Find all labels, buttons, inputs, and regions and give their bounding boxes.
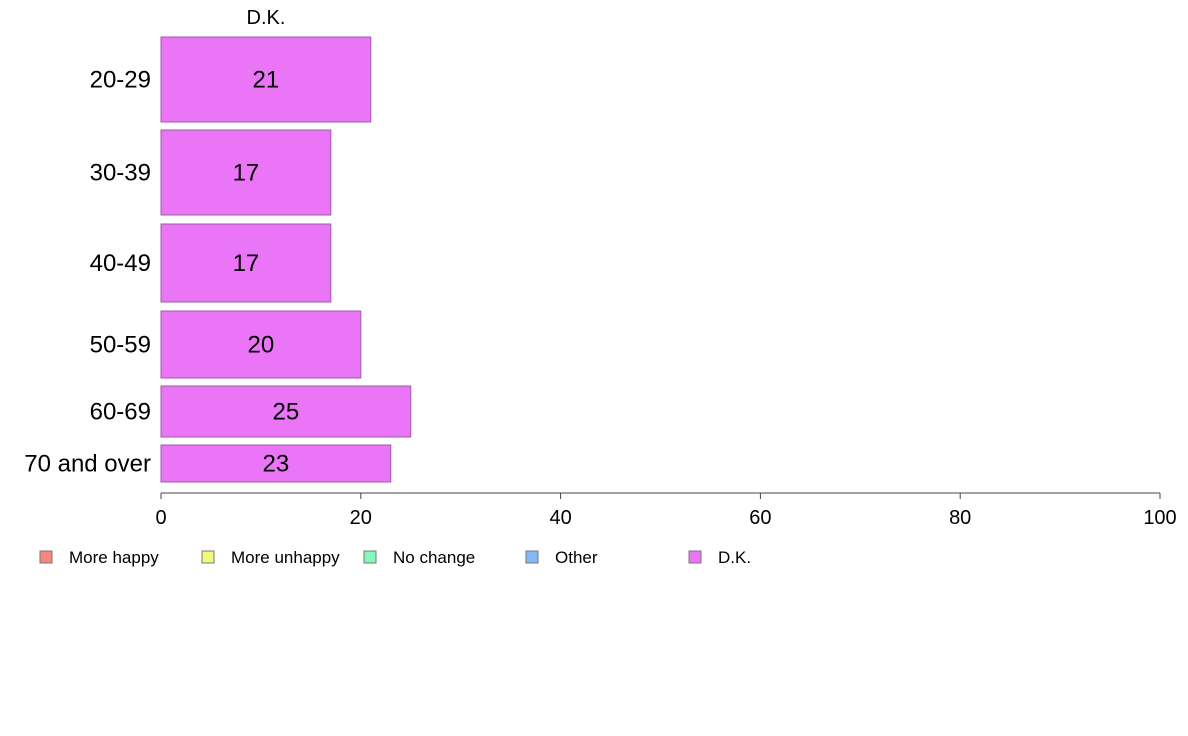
data-label: 20 — [248, 332, 275, 359]
x-tick-label: 60 — [749, 507, 771, 529]
legend-label: Other — [555, 548, 598, 567]
legend-swatch — [201, 550, 215, 564]
bar-40-49 — [160, 223, 332, 303]
bar-20-29 — [160, 36, 372, 123]
legend-label: More unhappy — [231, 548, 340, 567]
x-tick-label: 40 — [549, 507, 571, 529]
data-label: 17 — [233, 160, 260, 187]
x-tick-label: 20 — [350, 507, 372, 529]
bars-group: 20-29 21 30-39 17 40-49 17 50-59 20 60-69 25 70 an… — [24, 36, 412, 483]
data-label: 25 — [273, 399, 300, 426]
legend-swatch — [39, 550, 53, 564]
category-label: 70 and over — [24, 451, 151, 478]
legend-label: D.K. — [718, 548, 751, 567]
category-label: 20-29 — [90, 67, 151, 94]
legend-label: More happy — [69, 548, 159, 567]
column-header: D.K. — [247, 7, 286, 29]
bar-60-69 — [160, 385, 412, 438]
category-label: 30-39 — [90, 160, 151, 187]
legend-swatch — [363, 550, 377, 564]
legend-swatch — [688, 550, 702, 564]
legend: More happy More unhappy No change Other D.K. — [39, 548, 751, 567]
x-tick-label: 80 — [949, 507, 971, 529]
category-label: 50-59 — [90, 332, 151, 359]
data-label: 21 — [253, 67, 280, 94]
x-tick-label: 100 — [1143, 507, 1176, 529]
data-label: 23 — [263, 451, 290, 478]
bar-50-59 — [160, 310, 362, 379]
category-label: 60-69 — [90, 399, 151, 426]
legend-label: No change — [393, 548, 475, 567]
bar-70-and-over — [160, 444, 392, 483]
x-axis: 0 20 40 60 80 100 — [155, 492, 1177, 529]
bar-30-39 — [160, 129, 332, 216]
category-label: 40-49 — [90, 250, 151, 277]
x-tick-label: 0 — [155, 507, 166, 529]
data-label: 17 — [233, 250, 260, 277]
legend-swatch — [525, 550, 539, 564]
